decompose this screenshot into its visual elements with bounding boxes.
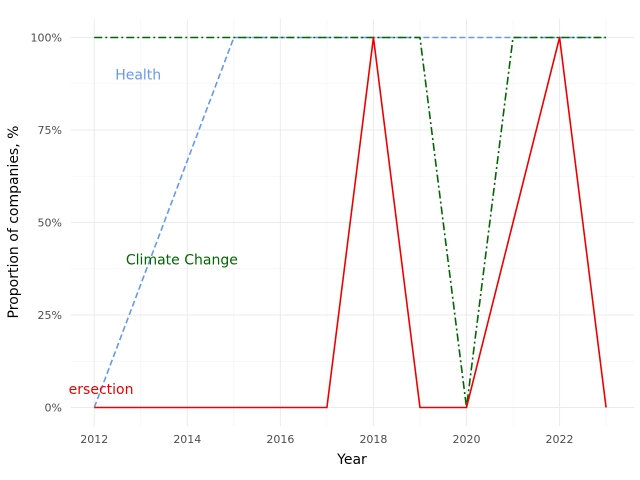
series-label-0: Health — [115, 68, 161, 84]
x-tick-label: 2014 — [173, 433, 201, 446]
y-axis-title: Proportion of companies, % — [6, 126, 22, 319]
series-layer — [93, 36, 607, 409]
y-tick-label: 75% — [38, 124, 62, 137]
series-label-2: ersection — [69, 382, 134, 398]
x-axis-title: Year — [336, 452, 367, 468]
y-tick-label: 0% — [45, 402, 62, 415]
x-tick-label: 2016 — [266, 433, 294, 446]
y-tick-label: 50% — [38, 217, 62, 230]
series-line-2 — [94, 36, 607, 409]
series-line-1 — [94, 36, 607, 409]
x-tick-label: 2022 — [546, 433, 574, 446]
y-tick-labels: 0% 25% 50% 75% 100% — [31, 32, 62, 415]
y-tick-label: 100% — [31, 32, 62, 45]
x-tick-label: 2018 — [359, 433, 387, 446]
series-labels: Health Climate Change ersection — [69, 68, 238, 399]
series-label-1: Climate Change — [126, 253, 238, 269]
x-tick-labels: 2012 2014 2016 2018 2020 2022 — [80, 433, 573, 446]
x-tick-label: 2020 — [452, 433, 480, 446]
y-tick-label: 25% — [38, 309, 62, 322]
x-tick-label: 2012 — [80, 433, 108, 446]
